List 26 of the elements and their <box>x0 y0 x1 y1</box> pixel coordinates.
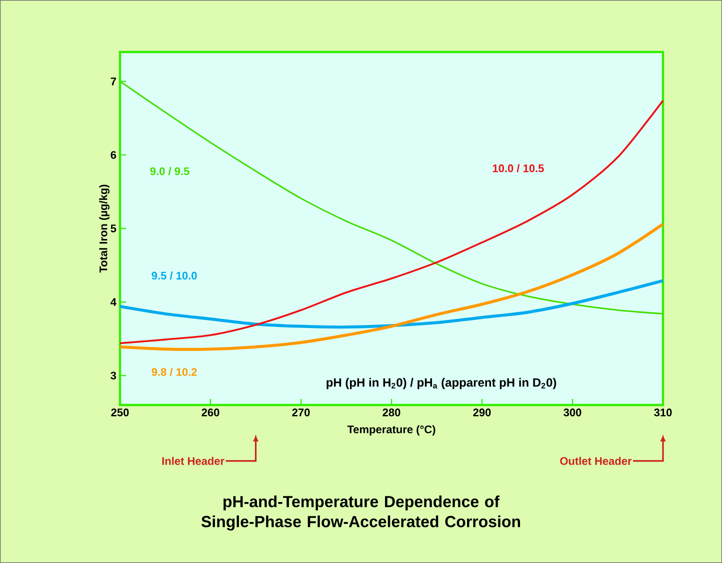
text: pH (pH in H$_{2}$0) / pH$_{a}$ (apparent pH in D$_{2}$0) <box>326 378 556 390</box>
text: Outlet Header <box>560 456 632 465</box>
series-label: 9.8 / 10.2 <box>152 368 197 376</box>
text: 9.0 / 9.5 <box>150 167 190 176</box>
x-tick-label: 280 <box>382 408 400 416</box>
line-series <box>118 222 665 351</box>
y-tick-label: 7 <box>110 78 116 86</box>
text: 9.5 / 10.0 <box>152 271 197 280</box>
x-tick-label: 260 <box>202 408 220 416</box>
x-tick-label: 310 <box>654 408 672 416</box>
x-tick-label: 300 <box>564 408 582 416</box>
line-series <box>118 279 665 329</box>
y-tick-label: 6 <box>110 151 116 159</box>
y-axis-title: Total Iron (µg/kg) <box>99 184 110 273</box>
y-tick-label: 5 <box>110 224 116 232</box>
line-series <box>119 100 664 344</box>
y-tick-label: 3 <box>110 372 116 380</box>
text: pH-and-Temperature Dependence of Single-Phase Flow-Accelerated Corrosion <box>201 496 520 530</box>
y-tick-label: 4 <box>110 298 116 306</box>
x-tick-label: 270 <box>292 408 310 416</box>
text: 10.0 / 10.5 <box>492 164 544 172</box>
line-series <box>119 80 664 315</box>
text: Inlet Header <box>162 456 224 465</box>
x-tick-label: 290 <box>473 408 491 416</box>
x-tick-label: 250 <box>111 408 129 416</box>
x-axis-title: Temperature (°C) <box>347 425 436 436</box>
